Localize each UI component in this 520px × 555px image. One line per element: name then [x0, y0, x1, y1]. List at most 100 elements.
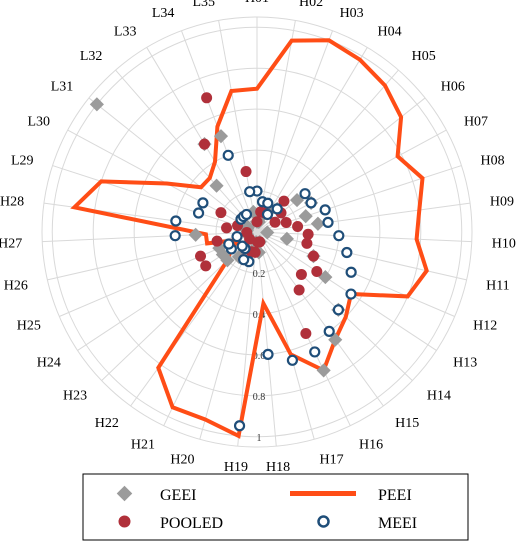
category-label: H04 [378, 24, 402, 39]
category-label: H10 [492, 237, 516, 252]
series-line-peei [70, 38, 429, 439]
data-point-geei [316, 363, 331, 378]
category-label: H01 [245, 0, 269, 6]
data-point-meei [271, 203, 283, 215]
series-marks [70, 38, 429, 439]
grid-spoke [256, 47, 368, 233]
grid-spoke [256, 231, 277, 447]
category-label: H19 [224, 460, 248, 475]
data-point-meei [169, 230, 181, 242]
data-point-pooled [278, 195, 290, 207]
data-point-meei [299, 188, 311, 200]
legend-peei-label: PEEI [378, 487, 412, 504]
category-label: H05 [412, 49, 436, 64]
data-point-pooled [307, 250, 319, 262]
data-point-meei [222, 149, 234, 161]
data-point-meei [236, 240, 248, 252]
radial-tick-label: 1 [257, 433, 262, 444]
data-point-meei [240, 208, 253, 221]
data-point-meei [262, 197, 274, 209]
data-point-pooled [211, 235, 223, 247]
data-point-pooled [280, 217, 292, 229]
data-point-geei [298, 209, 313, 224]
grid-spoke [52, 165, 258, 233]
data-point-pooled [292, 221, 304, 233]
grid-spoke [256, 231, 472, 243]
category-label: H26 [4, 278, 28, 293]
category-label: H20 [170, 453, 194, 468]
data-point-geei [89, 97, 104, 112]
grid-spoke [67, 129, 258, 233]
category-label: H15 [395, 416, 419, 431]
data-point-meei [345, 266, 357, 278]
radial-ticks: 0.2 0.4 0.6 0.8 1 [253, 269, 266, 444]
data-point-geei [310, 216, 325, 231]
data-point-meei [333, 230, 345, 242]
category-label: H22 [95, 416, 119, 431]
category-label: L30 [27, 115, 50, 130]
data-point-pooled [200, 260, 212, 272]
category-label: L34 [152, 6, 175, 21]
legend-box [82, 473, 469, 541]
category-label: H09 [490, 194, 514, 209]
category-labels: H01 H02 H03 H04 H05 H06 H07 H08 H09 H10 H11 H12 H13 H… [0, 0, 516, 475]
category-label: H28 [0, 194, 24, 209]
grid-spoke [130, 231, 258, 407]
grid-spoke [101, 231, 258, 381]
data-point-meei [319, 204, 331, 216]
data-point-meei [170, 215, 182, 227]
radial-tick-label: 0.2 [253, 269, 266, 280]
category-label: H02 [299, 0, 323, 10]
data-point-geei [260, 225, 275, 240]
category-label: H11 [486, 278, 510, 293]
data-point-meei [192, 207, 205, 219]
data-point-pooled [295, 268, 307, 280]
data-point-pooled [293, 284, 305, 296]
data-point-meei [305, 197, 317, 209]
data-point-meei [244, 186, 256, 198]
category-label: H03 [340, 6, 364, 21]
data-point-meei [231, 230, 243, 243]
legend-meei-label: MEEI [378, 515, 417, 532]
legend-meei-marker [317, 515, 330, 528]
grid-spoke [256, 202, 471, 233]
data-point-meei [309, 346, 321, 358]
data-point-pooled [241, 226, 253, 238]
category-label: H24 [37, 355, 61, 370]
category-label: H23 [63, 388, 87, 403]
data-point-pooled [300, 327, 312, 339]
data-point-pooled [195, 250, 207, 262]
data-point-geei [209, 178, 224, 193]
data-point-pooled [301, 237, 313, 249]
grid-spoke [88, 97, 258, 233]
data-point-pooled [240, 166, 252, 178]
data-point-pooled [269, 216, 281, 228]
radial-tick-label: 0.4 [253, 310, 266, 321]
category-label: H27 [0, 237, 22, 252]
data-point-meei [322, 216, 334, 228]
category-label: H21 [131, 438, 155, 453]
category-label: H07 [464, 115, 488, 130]
grid-spoke [256, 129, 447, 233]
grid-spoke [256, 231, 315, 440]
category-label: L35 [192, 0, 215, 10]
data-point-meei [233, 420, 246, 432]
data-point-meei [261, 208, 274, 221]
category-label: H17 [320, 453, 344, 468]
data-point-pooled [311, 265, 323, 277]
grid-spoke [115, 69, 258, 233]
category-label: H06 [441, 79, 465, 94]
data-point-pooled [215, 207, 227, 219]
radial-tick-label: 0.8 [253, 392, 266, 403]
data-point-meei [341, 246, 353, 259]
category-label: H18 [266, 460, 290, 475]
category-label: L32 [80, 49, 103, 64]
data-point-meei [332, 304, 345, 316]
grid-spoke [256, 231, 384, 407]
category-label: L29 [11, 153, 34, 168]
category-label: H25 [17, 318, 41, 333]
category-label: H12 [473, 318, 497, 333]
radar-spokes [42, 17, 472, 447]
data-point-pooled [251, 216, 263, 228]
